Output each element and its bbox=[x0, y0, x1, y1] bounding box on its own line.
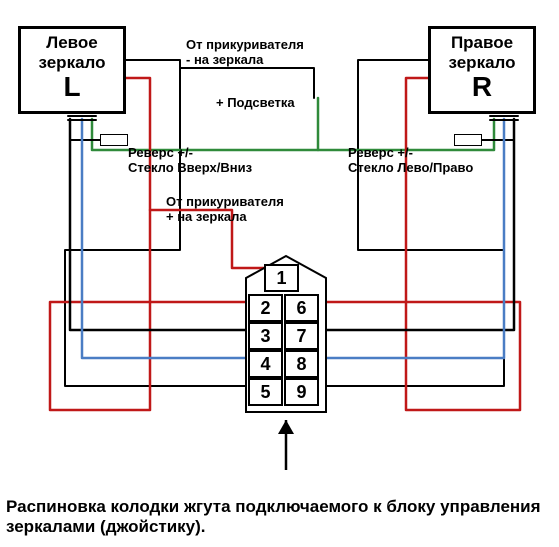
pin-4: 4 bbox=[248, 350, 283, 378]
pin-7: 7 bbox=[284, 322, 319, 350]
pin-5: 5 bbox=[248, 378, 283, 406]
pin-2: 2 bbox=[248, 294, 283, 322]
pin-6: 6 bbox=[284, 294, 319, 322]
connector-pins: 12345 6789 bbox=[0, 0, 559, 547]
pin-8: 8 bbox=[284, 350, 319, 378]
pin-9: 9 bbox=[284, 378, 319, 406]
pin-1: 1 bbox=[264, 264, 299, 292]
pin-3: 3 bbox=[248, 322, 283, 350]
